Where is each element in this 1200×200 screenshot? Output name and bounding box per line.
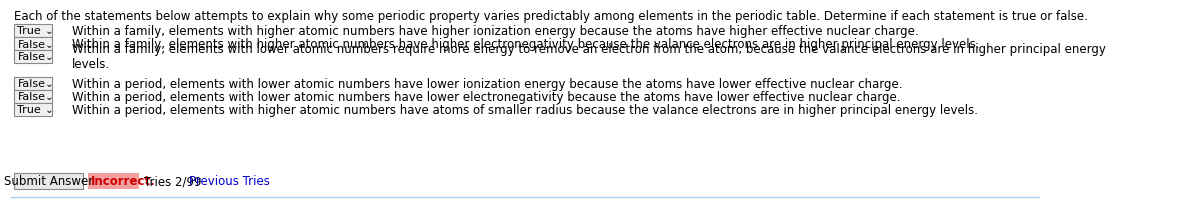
Text: Submit Answer: Submit Answer: [4, 175, 92, 188]
Text: Previous Tries: Previous Tries: [190, 175, 270, 188]
FancyBboxPatch shape: [14, 38, 52, 51]
Text: Within a period, elements with lower atomic numbers have lower ionization energy: Within a period, elements with lower ato…: [72, 78, 902, 91]
Text: True: True: [17, 105, 41, 115]
Text: ⌄: ⌄: [44, 39, 54, 49]
FancyBboxPatch shape: [14, 91, 52, 103]
Text: Within a family, elements with higher atomic numbers have higher electronegativi: Within a family, elements with higher at…: [72, 38, 980, 51]
FancyBboxPatch shape: [14, 78, 52, 91]
Text: Each of the statements below attempts to explain why some periodic property vari: Each of the statements below attempts to…: [14, 10, 1088, 23]
Text: Within a period, elements with higher atomic numbers have atoms of smaller radiu: Within a period, elements with higher at…: [72, 103, 978, 116]
FancyBboxPatch shape: [14, 173, 83, 189]
FancyBboxPatch shape: [88, 173, 139, 189]
Text: ⌄: ⌄: [44, 79, 54, 89]
Text: Within a family, elements with lower atomic numbers require more energy to remov: Within a family, elements with lower ato…: [72, 43, 1106, 71]
Text: ⌄: ⌄: [44, 26, 54, 36]
FancyBboxPatch shape: [14, 51, 52, 64]
Text: True: True: [17, 26, 41, 36]
Text: False: False: [17, 92, 46, 102]
Text: False: False: [17, 52, 46, 62]
FancyBboxPatch shape: [14, 103, 52, 116]
Text: ⌄: ⌄: [44, 92, 54, 102]
Text: Incorrect.: Incorrect.: [91, 175, 156, 188]
Text: False: False: [17, 79, 46, 89]
Text: Within a family, elements with higher atomic numbers have higher ionization ener: Within a family, elements with higher at…: [72, 25, 919, 38]
Text: Tries 2/99: Tries 2/99: [144, 175, 202, 188]
FancyBboxPatch shape: [14, 25, 52, 38]
Text: ⌄: ⌄: [44, 105, 54, 115]
Text: False: False: [17, 39, 46, 49]
Text: ⌄: ⌄: [44, 52, 54, 62]
Text: Within a period, elements with lower atomic numbers have lower electronegativity: Within a period, elements with lower ato…: [72, 91, 901, 103]
